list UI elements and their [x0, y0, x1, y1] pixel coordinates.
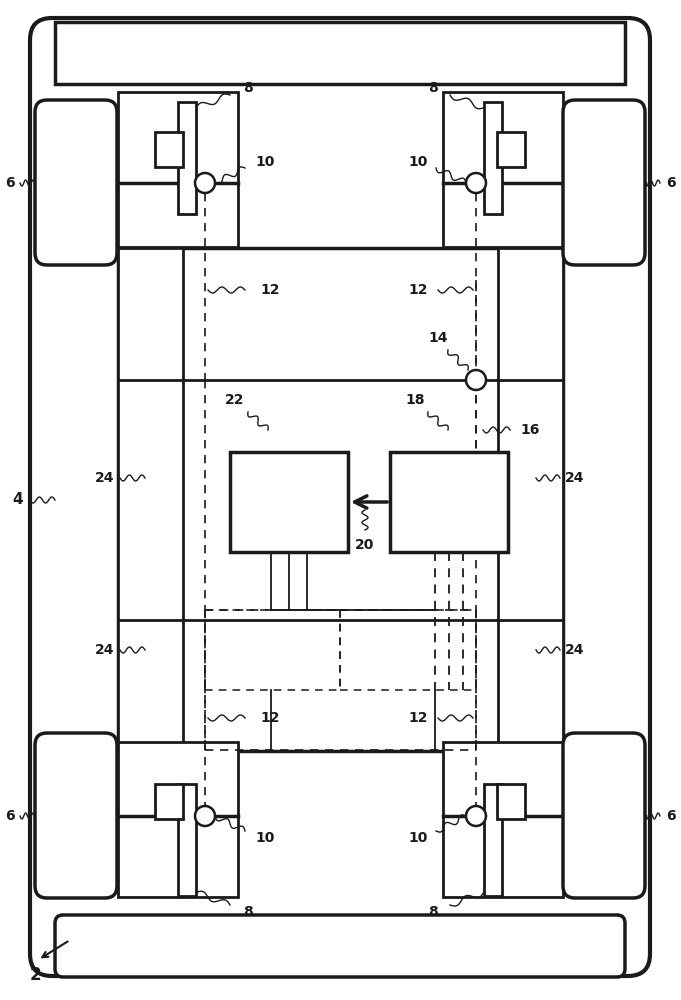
Bar [55, 22, 625, 84]
Bar [443, 92, 563, 247]
Text: 20: 20 [355, 538, 375, 552]
Circle shape [195, 173, 215, 193]
Text: 24: 24 [565, 643, 585, 657]
Text: 6: 6 [666, 809, 676, 823]
Text: 6: 6 [5, 176, 15, 190]
Bar [484, 784, 502, 896]
Text: 12: 12 [408, 711, 428, 725]
FancyBboxPatch shape [563, 733, 645, 898]
Bar [497, 784, 525, 819]
Text: 8: 8 [428, 81, 438, 95]
Bar [178, 102, 196, 214]
Text: 4: 4 [13, 492, 23, 508]
Text: 10: 10 [409, 831, 428, 845]
Circle shape [466, 806, 486, 826]
Bar [155, 132, 183, 167]
Bar [497, 132, 525, 167]
FancyBboxPatch shape [55, 915, 625, 977]
Bar [178, 784, 196, 896]
Text: 12: 12 [408, 283, 428, 297]
Bar [118, 248, 183, 751]
Bar [498, 248, 563, 751]
Circle shape [466, 370, 486, 390]
Text: 16: 16 [520, 423, 539, 437]
Bar [118, 248, 563, 751]
Text: 24: 24 [95, 643, 115, 657]
Bar [118, 92, 238, 247]
Text: 14: 14 [428, 331, 447, 345]
Circle shape [466, 173, 486, 193]
Text: 24: 24 [95, 471, 115, 485]
Bar [230, 452, 348, 552]
Circle shape [195, 806, 215, 826]
Text: 10: 10 [409, 155, 428, 169]
Text: 24: 24 [565, 471, 585, 485]
Text: 10: 10 [255, 155, 274, 169]
FancyBboxPatch shape [563, 100, 645, 265]
Text: 12: 12 [260, 711, 280, 725]
Bar [443, 742, 563, 897]
Text: 18: 18 [405, 393, 425, 407]
Bar [155, 784, 183, 819]
Text: 8: 8 [428, 905, 438, 919]
Bar [390, 452, 508, 552]
Text: 6: 6 [666, 176, 676, 190]
FancyBboxPatch shape [30, 18, 650, 976]
FancyBboxPatch shape [35, 100, 117, 265]
Bar [484, 102, 502, 214]
Bar [118, 742, 238, 897]
Text: 10: 10 [255, 831, 274, 845]
Text: 22: 22 [225, 393, 244, 407]
FancyBboxPatch shape [35, 733, 117, 898]
Text: 8: 8 [243, 81, 253, 95]
Text: 2: 2 [29, 966, 41, 984]
Text: 8: 8 [243, 905, 253, 919]
Text: 6: 6 [5, 809, 15, 823]
Text: 12: 12 [260, 283, 280, 297]
